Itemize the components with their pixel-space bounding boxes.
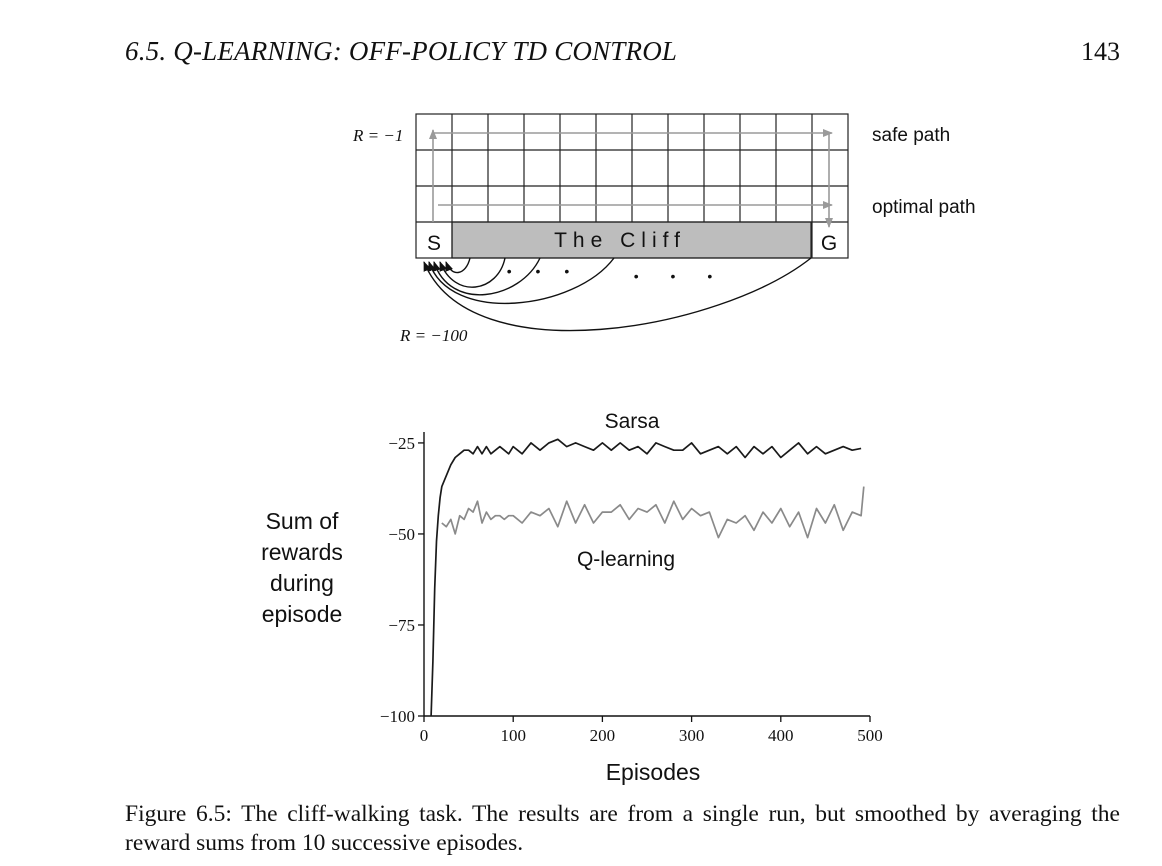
x-tick-label: 300 [679,726,705,745]
caption-text: The cliff-walking task. The results are … [125,801,1120,856]
ellipsis-left: • • • [507,263,579,279]
goal-label: G [821,232,837,255]
series-line-sarsa [430,438,862,717]
x-axis-label: Episodes [606,759,701,785]
x-tick-label: 0 [420,726,429,745]
y-tick-label: −100 [380,707,415,726]
grid [415,113,849,259]
y-tick-label: −50 [388,525,415,544]
start-label: S [427,232,441,255]
figure-caption: Figure 6.5: The cliff-walking task. The … [125,800,1120,858]
series-label-qlearning: Q-learning [577,548,675,571]
running-header: 6.5. Q-LEARNING: OFF-POLICY TD CONTROL [125,36,678,66]
y-tick-label: −25 [388,434,415,453]
reward-step-label: R = −1 [352,126,403,145]
y-axis-label-line: episode [262,601,343,627]
cliff-return-arrows [423,257,812,332]
optimal-path-label: optimal path [872,197,976,218]
x-tick-label: 100 [500,726,526,745]
axis-ticks: 0 100 200 300 400 500 −25 −50 −75 −100 [380,434,883,745]
cliff-label: The Cliff [554,229,686,252]
series-layer [430,438,865,717]
y-axis-label-line: rewards [261,539,343,565]
page-number: 143 [1081,37,1120,66]
figure: The Cliff S G safe path optimal path R =… [261,113,976,785]
series-label-sarsa: Sarsa [605,410,660,433]
reward-cliff-label: R = −100 [399,326,468,345]
x-tick-label: 500 [857,726,883,745]
series-line-qlearning [441,486,865,539]
caption-label: Figure 6.5: [125,801,232,827]
x-tick-label: 400 [768,726,794,745]
y-axis-label-line: during [270,570,334,596]
y-axis-label-line: Sum of [266,508,339,534]
ellipsis-right: • • • [634,268,726,284]
y-tick-label: −75 [388,616,415,635]
x-tick-label: 200 [590,726,616,745]
safe-path-label: safe path [872,125,950,146]
cliff-diagram: The Cliff S G safe path optimal path R =… [352,113,976,345]
y-axis-label: Sum of rewards during episode [261,508,343,627]
reward-chart: 0 100 200 300 400 500 −25 −50 −75 −100 Sarsa Q-le… [261,410,883,785]
